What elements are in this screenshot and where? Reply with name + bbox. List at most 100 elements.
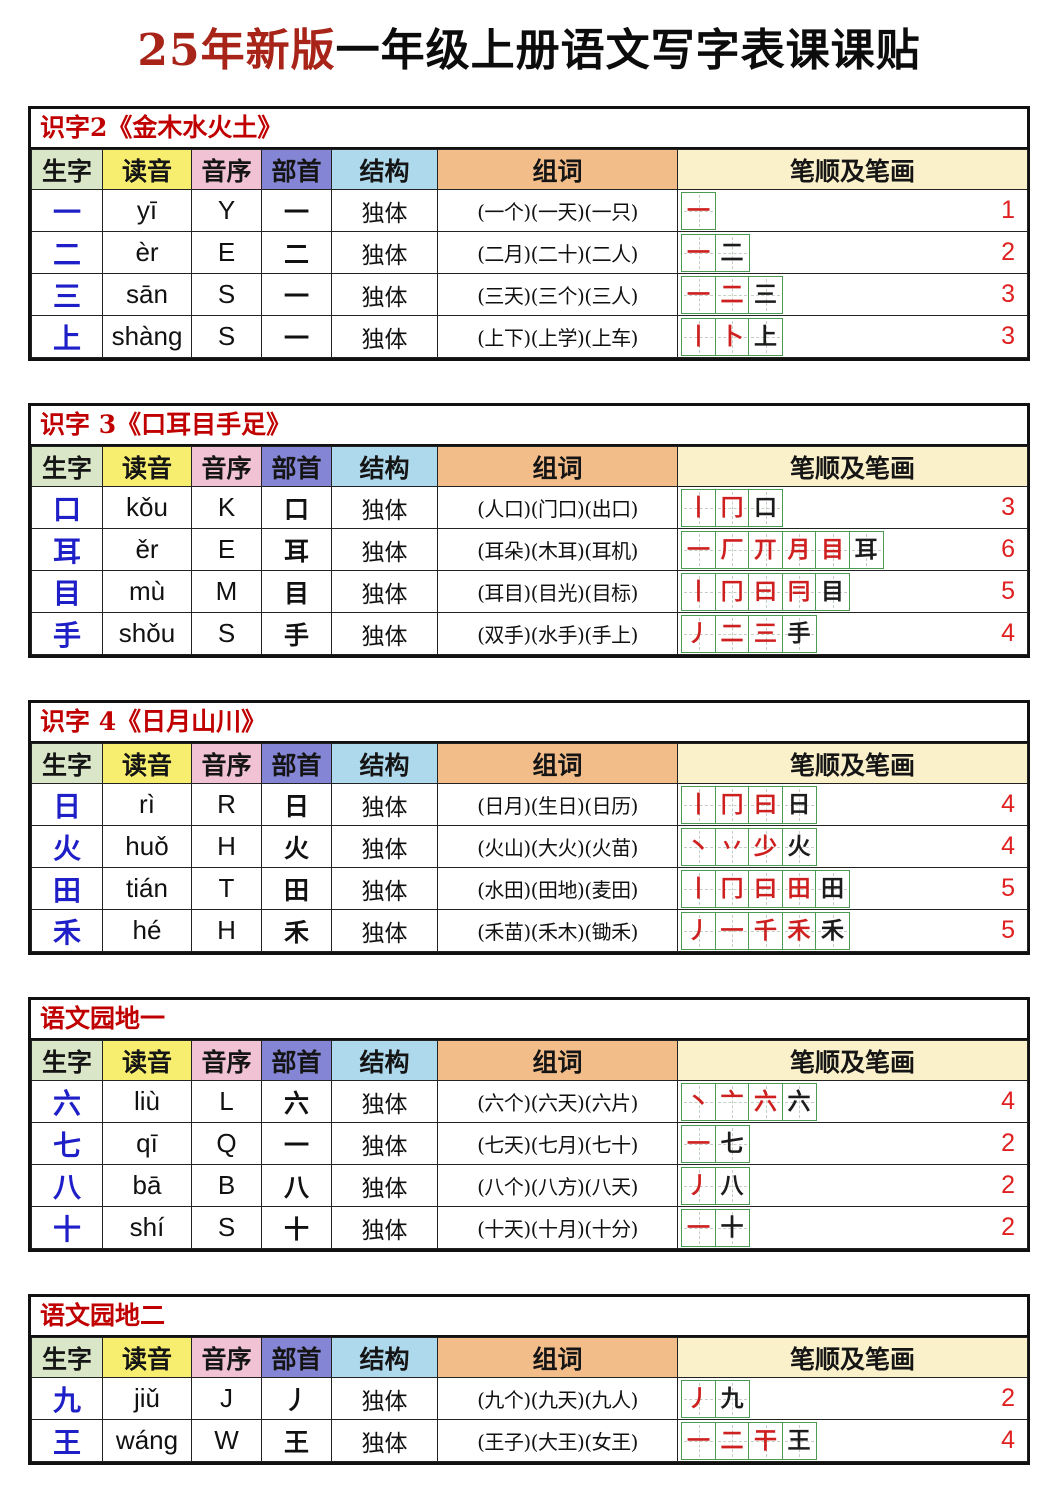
column-header-char: 生字: [31, 1337, 103, 1378]
stroke-step-glyph: 丌: [754, 536, 777, 563]
character-row: 上 shàng S 一独体 (上下)(上学)(上车) 丨卜上 3: [31, 315, 1028, 358]
stroke-count: 4: [1001, 1426, 1015, 1454]
radical-cell: 田: [261, 867, 332, 910]
character-row: 九 jiǔ J 丿独体 (九个)(九天)(九人) 丿九 2: [31, 1377, 1028, 1420]
radical-cell: 八: [261, 1164, 332, 1207]
column-header-initial: 音序: [191, 149, 262, 190]
stroke-practice-box: 卜: [714, 317, 750, 356]
stroke-count: 3: [1001, 322, 1015, 350]
column-header-words: 组词: [437, 149, 678, 190]
stroke-order-sequence: 丿八 2: [679, 1166, 1027, 1206]
stroke-count: 2: [1001, 1213, 1015, 1241]
stroke-practice-box: 丿: [681, 614, 716, 653]
lesson-section: 语文园地一 生字 读音 音序 部首 结构 组词 笔顺及笔画六 liù L 六独体 (六个)(六天)(六…: [28, 997, 1030, 1252]
header-row: 生字 读音 音序 部首 结构 组词 笔顺及笔画: [31, 149, 1028, 190]
structure-cell: 独体: [331, 1164, 438, 1207]
structure-cell: 独体: [331, 867, 438, 910]
stroke-step-glyph: 田: [821, 875, 844, 902]
stroke-count: 3: [1001, 493, 1015, 521]
stroke-practice-box: 三: [748, 614, 783, 653]
stroke-step-glyph: 一: [687, 281, 710, 308]
lesson-title: 识字2《金木水火土》: [31, 109, 1027, 149]
initial-cell: B: [191, 1164, 262, 1207]
initial-cell: Q: [191, 1122, 262, 1165]
character-row: 田 tián T 田独体 (水田)(田地)(麦田) 丨冂曰田田 5: [31, 867, 1028, 910]
stroke-step-glyph: 丿: [687, 1385, 710, 1412]
stroke-order-sequence: 丿九 2: [679, 1379, 1027, 1419]
stroke-order-sequence: 丨冂曰日 4: [679, 785, 1027, 825]
character-row: 耳 ěr E 耳独体 (耳朵)(木耳)(耳机) 一厂丌月目耳 6: [31, 528, 1028, 571]
words-cell: (日月)(生日)(日历): [437, 783, 678, 826]
pinyin-cell: qī: [102, 1122, 192, 1165]
character-cell: 七: [31, 1122, 103, 1165]
lesson-title: 语文园地一: [31, 1000, 1027, 1040]
stroke-step-glyph: 一: [687, 1214, 710, 1241]
stroke-step-glyph: 口: [754, 494, 777, 521]
stroke-practice-box: 六: [748, 1082, 783, 1121]
character-cell: 上: [31, 315, 103, 358]
radical-cell: 十: [261, 1206, 332, 1249]
stroke-practice-box: 目: [815, 530, 850, 569]
radical-cell: 一: [261, 1122, 332, 1165]
initial-cell: M: [191, 570, 262, 613]
column-header-structure: 结构: [331, 743, 438, 784]
character-cell: 二: [31, 231, 103, 274]
stroke-practice-box: 一: [714, 911, 750, 950]
stroke-step-glyph: 卜: [720, 323, 744, 350]
stroke-step-glyph: 丶: [687, 1088, 710, 1115]
column-header-pinyin: 读音: [102, 743, 192, 784]
structure-cell: 独体: [331, 1080, 438, 1123]
stroke-practice-box: 口: [748, 488, 783, 527]
initial-cell: L: [191, 1080, 262, 1123]
character-cell: 十: [31, 1206, 103, 1249]
radical-cell: 六: [261, 1080, 332, 1123]
stroke-step-glyph: 丿: [687, 917, 710, 944]
character-row: 目 mù M 目独体 (耳目)(目光)(目标) 丨冂曰冃目 5: [31, 570, 1028, 613]
stroke-practice-box: 二: [714, 233, 750, 272]
stroke-practice-box: 曰: [748, 785, 783, 824]
stroke-step-glyph: 少: [754, 833, 777, 860]
radical-cell: 耳: [261, 528, 332, 571]
stroke-order-cell: 丨冂曰日 4: [677, 783, 1028, 826]
stroke-step-glyph: 三: [754, 620, 777, 647]
words-cell: (一个)(一天)(一只): [437, 189, 678, 232]
words-cell: (王子)(大王)(女王): [437, 1419, 678, 1462]
pinyin-cell: ěr: [102, 528, 192, 571]
lesson-grid: 生字 读音 音序 部首 结构 组词 笔顺及笔画六 liù L 六独体 (六个)(六天)(六片) 丶亠六…: [31, 1040, 1028, 1249]
stroke-order-sequence: 丨冂曰冃目 5: [679, 572, 1027, 612]
stroke-step-glyph: 二: [720, 239, 744, 266]
stroke-practice-box: 目: [815, 572, 850, 611]
words-cell: (上下)(上学)(上车): [437, 315, 678, 358]
character-row: 口 kǒu K 口独体 (人口)(门口)(出口) 丨冂口 3: [31, 486, 1028, 529]
stroke-order-sequence: 一二干王 4: [679, 1421, 1027, 1461]
column-header-char: 生字: [31, 743, 103, 784]
pinyin-cell: kǒu: [102, 486, 192, 529]
column-header-words: 组词: [437, 446, 678, 487]
stroke-order-cell: 丨冂口 3: [677, 486, 1028, 529]
character-row: 日 rì R 日独体 (日月)(生日)(日历) 丨冂曰日 4: [31, 783, 1028, 826]
stroke-order-cell: 一二干王 4: [677, 1419, 1028, 1462]
column-header-radical: 部首: [261, 446, 332, 487]
stroke-practice-box: 二: [714, 275, 750, 314]
lesson-grid: 生字 读音 音序 部首 结构 组词 笔顺及笔画口 kǒu K 口独体 (人口)(门口)(出口) 丨冂口…: [31, 446, 1028, 655]
stroke-step-glyph: 厂: [720, 536, 744, 563]
structure-cell: 独体: [331, 1206, 438, 1249]
stroke-order-sequence: 丨冂口 3: [679, 488, 1027, 528]
stroke-practice-box: 亠: [714, 1082, 750, 1121]
character-row: 二 èr E 二独体 (二月)(二十)(二人) 一二 2: [31, 231, 1028, 274]
column-header-initial: 音序: [191, 446, 262, 487]
stroke-step-glyph: 曰: [754, 791, 777, 818]
column-header-radical: 部首: [261, 149, 332, 190]
stroke-practice-box: 火: [781, 827, 817, 866]
column-header-pinyin: 读音: [102, 149, 192, 190]
radical-cell: 一: [261, 189, 332, 232]
stroke-practice-box: 丿: [681, 1379, 716, 1418]
structure-cell: 独体: [331, 528, 438, 571]
stroke-step-glyph: 冃: [787, 578, 811, 605]
pinyin-cell: sān: [102, 273, 192, 316]
stroke-count: 2: [1001, 1384, 1015, 1412]
stroke-order-cell: 丿二三手 4: [677, 612, 1028, 655]
